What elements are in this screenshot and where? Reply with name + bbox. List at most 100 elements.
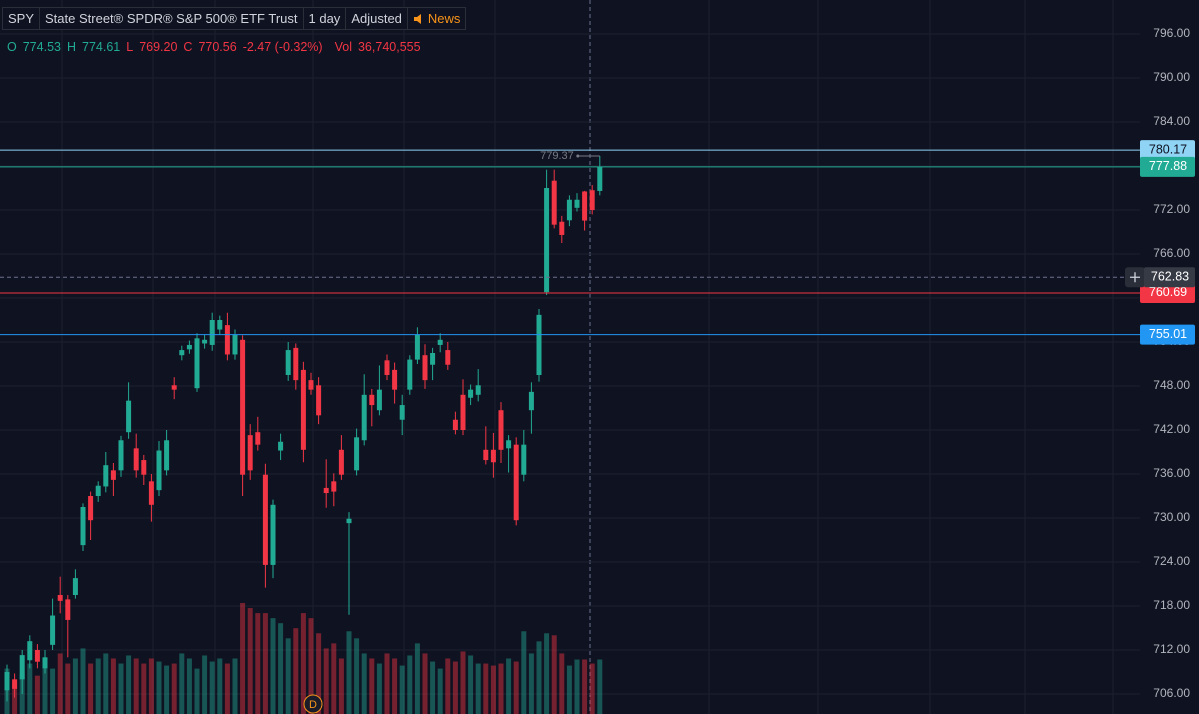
volume-bar [369,658,375,714]
candle-body [506,440,512,449]
volume-bar [12,683,18,714]
open-label: O [7,40,17,54]
y-tick-label: 796.00 [1153,26,1190,40]
candle-body [34,649,40,662]
candle-body [589,190,595,211]
candle-body [285,350,291,376]
change-value: -2.47 (-0.32%) [242,40,323,54]
high-value: 774.61 [82,40,121,54]
candle-body [88,495,94,521]
volume-bar [445,658,451,714]
candle-body [202,339,208,344]
news-icon [413,13,421,24]
volume-bar [126,655,132,714]
candle-body [293,347,299,381]
volume-bar [331,643,337,714]
session-marker-label: D [309,699,317,711]
candle-body [50,615,56,645]
candle-body [460,394,466,430]
volume-bar [179,653,185,714]
interval[interactable]: 1 day [302,7,347,30]
volume-bar [65,663,71,714]
volume-bar [414,643,420,714]
crosshair-label: 762.83 [1151,270,1189,284]
volume-bar [156,661,162,714]
volume-bar [186,658,192,714]
y-tick-label: 712.00 [1153,642,1190,656]
crosshair-add-icon [1130,272,1140,283]
candle-body [376,389,382,411]
candle-body [452,419,458,430]
candle-body [95,485,101,496]
volume-label: Vol [334,40,352,54]
volume-bar [483,663,489,714]
volume-bar [34,675,40,714]
open-value: 774.53 [22,40,61,54]
candle-body [316,385,322,416]
volume-bar [72,658,78,714]
candle-body [72,578,78,595]
session-marker[interactable] [303,694,323,714]
ohlc-legend: O 774.53 H 774.61 L 769.20 C 770.56 -2.4… [7,40,421,54]
candle-body [110,470,116,480]
candle-body [141,460,147,475]
candle-body [171,385,177,390]
price-label: 780.17 [1149,142,1187,156]
candle-body [521,444,527,475]
instrument-name: State Street® SPDR® S&P 500® ETF Trust [39,7,304,30]
close-label: C [183,40,193,54]
price-label: 760.69 [1149,285,1187,299]
candle-body [103,465,109,487]
volume-bar [399,665,405,714]
volume-bar [597,659,603,714]
candle-body [323,487,329,494]
volume-bar [559,653,565,714]
candle-body [126,400,132,433]
plot: 706.00 712.00 718.00 724.00 730.00 736.00 742.… [0,26,1195,714]
volume-bar [50,668,56,714]
y-tick-label: 772.00 [1153,202,1190,216]
candle-body [430,353,436,365]
volume-bar [452,661,458,714]
symbol[interactable]: SPY [2,7,41,30]
high-annotation: 779.37 [540,150,574,162]
candle-body [247,435,253,471]
candle-body [118,440,124,471]
volume-bar [247,608,253,714]
candle-body [133,448,139,471]
candle-body [544,188,550,293]
candle-body [361,394,367,441]
adjustment[interactable]: Adjusted [345,7,408,30]
y-tick-label: 742.00 [1153,422,1190,436]
price-label-box [1140,156,1195,177]
y-tick-label: 718.00 [1153,598,1190,612]
volume-bar [551,635,557,714]
volume-bar [194,668,200,714]
candle-body [240,339,246,475]
candle-body [338,449,344,475]
volume-bar [118,663,124,714]
candle-body [42,657,48,669]
y-tick-label: 784.00 [1153,114,1190,128]
volume-bar [521,631,527,714]
candle-body [186,344,192,350]
volume-bar [171,663,177,714]
candle-body [574,199,580,208]
candle-body [392,369,398,390]
volume-bar [506,658,512,714]
volume-bar [148,658,154,714]
news-button[interactable]: News [406,7,467,30]
candle-body [278,441,284,451]
candle-body [331,481,337,492]
candle-body [582,191,588,221]
volume-bar [384,653,390,714]
volume-bar [316,633,322,714]
candle-body [354,437,360,471]
candle-body [346,518,352,524]
price-label-box [1140,282,1195,303]
volume-bar [308,618,314,714]
volume-bar [255,613,261,714]
candle-body [156,450,162,491]
candle-body [536,314,542,376]
